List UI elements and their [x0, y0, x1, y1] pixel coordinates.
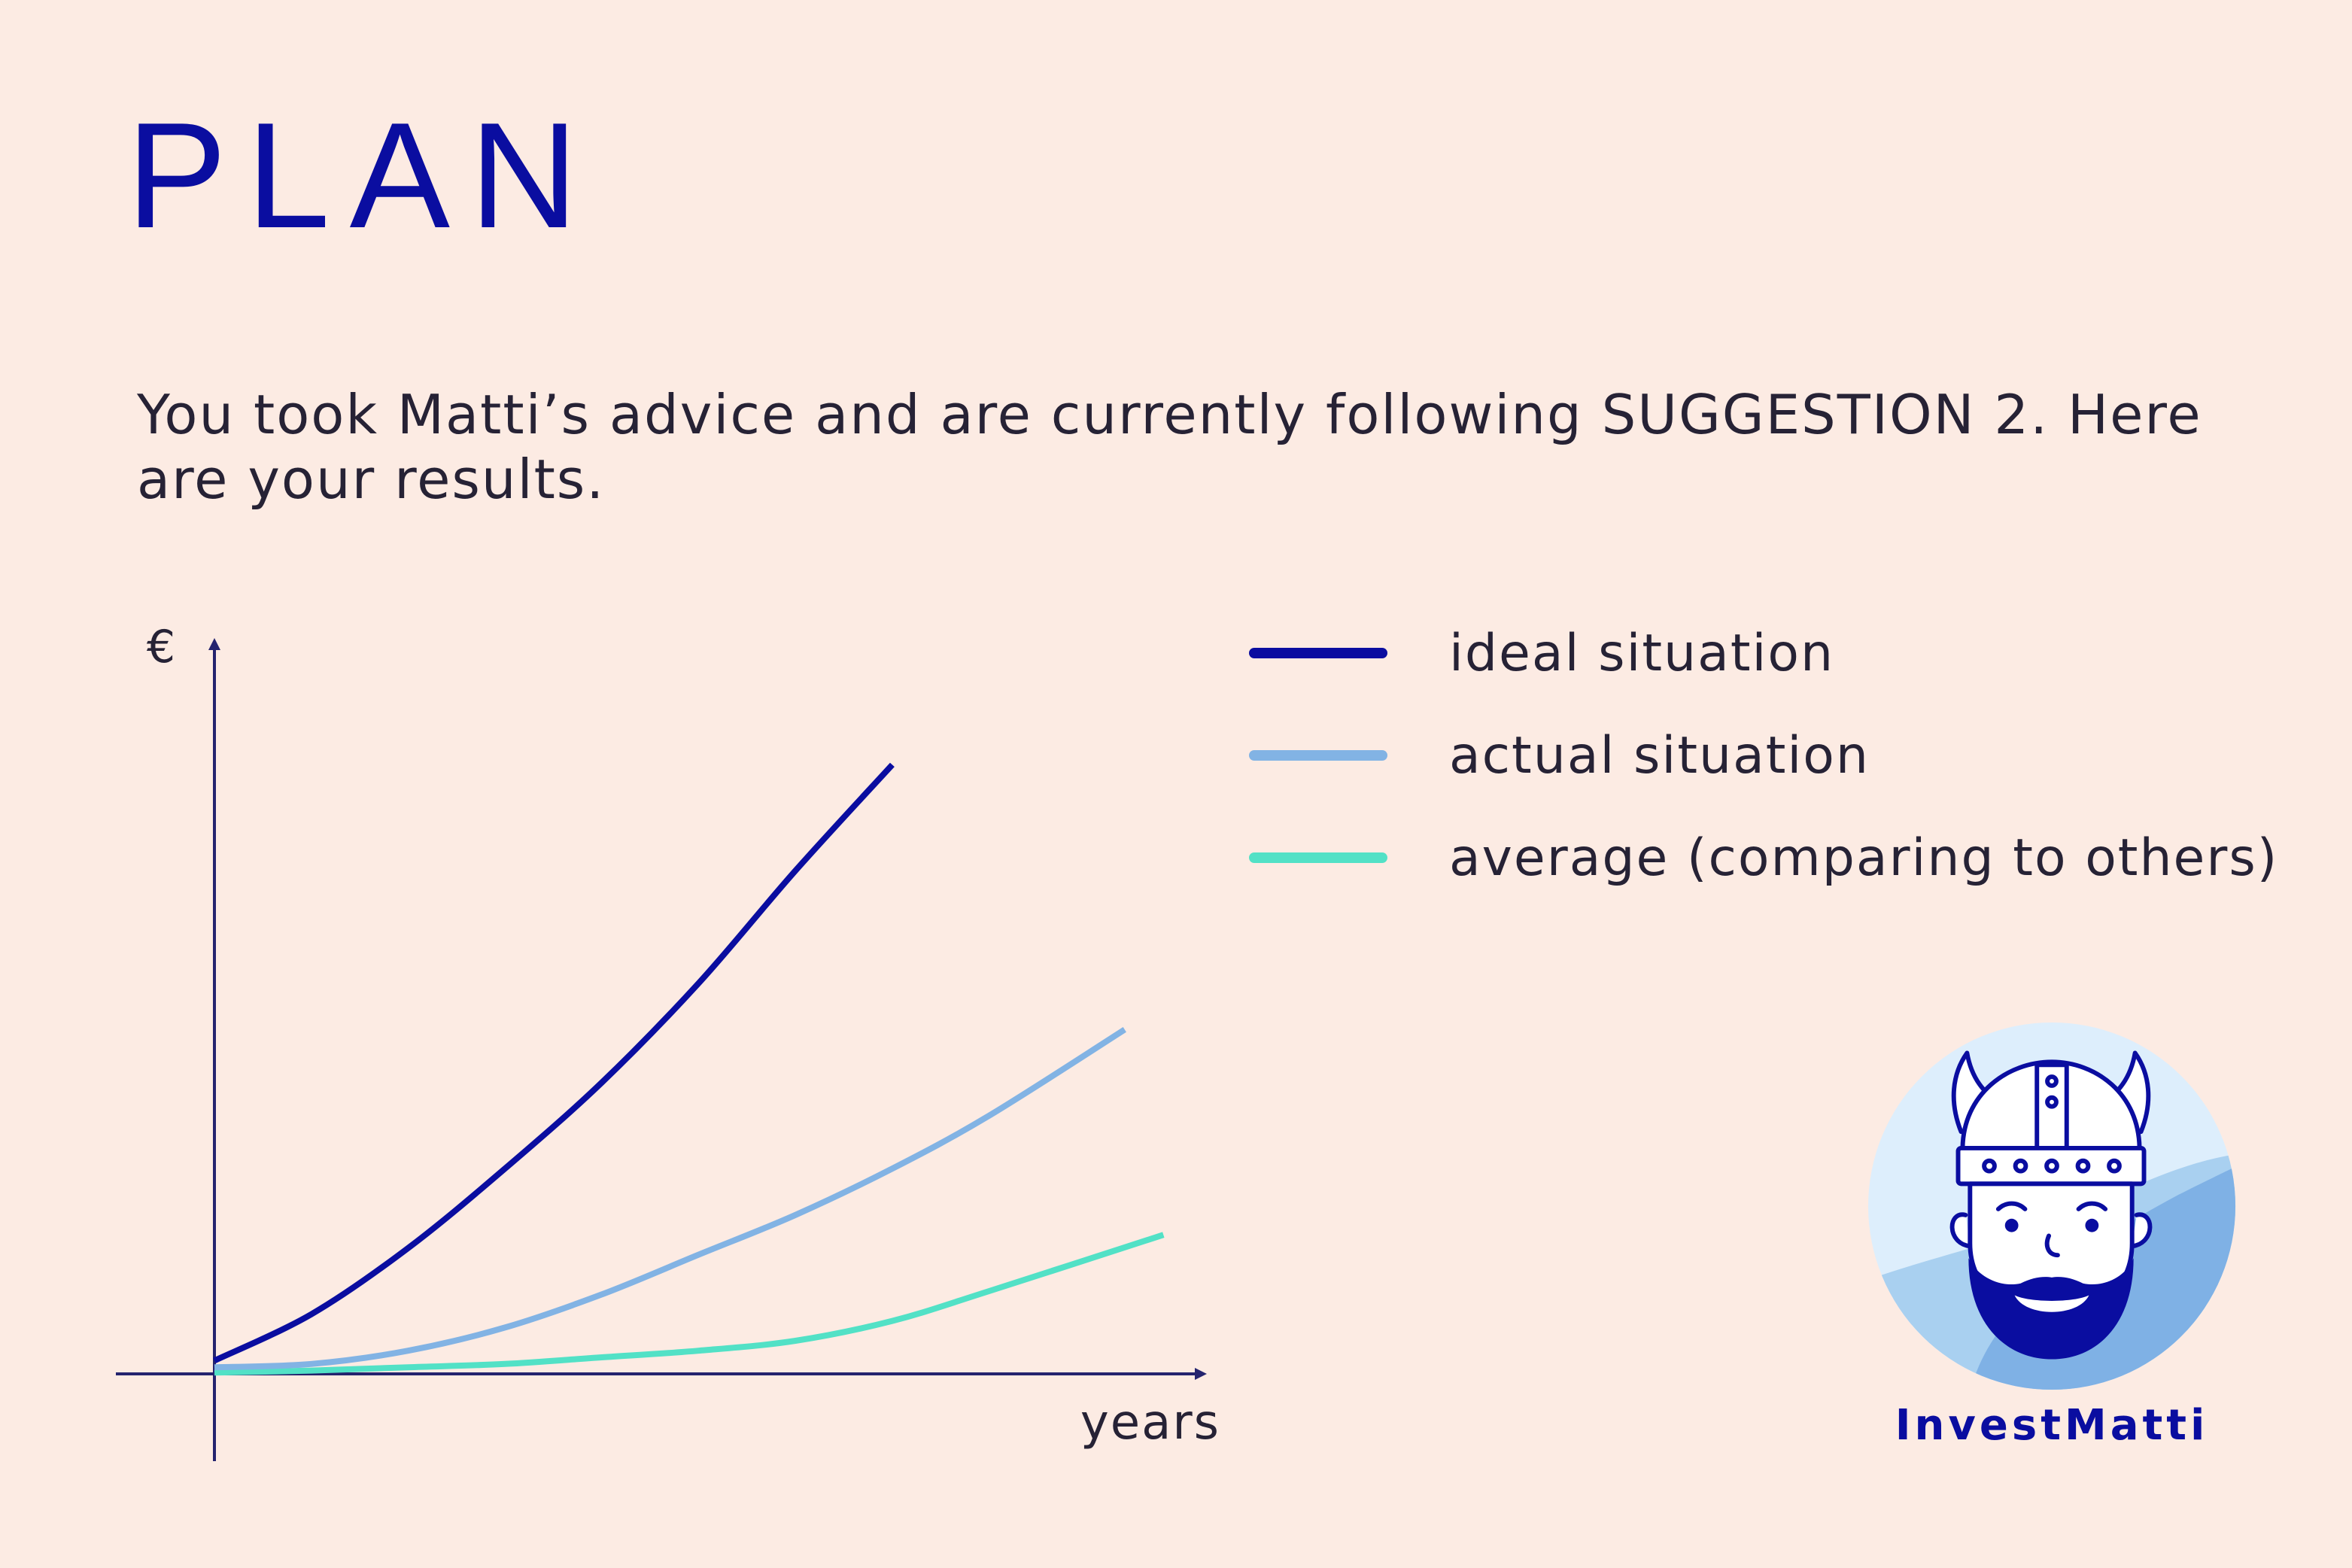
legend-item-average: average (comparing to others): [1249, 807, 2278, 909]
line-chart: € years: [116, 621, 1220, 1461]
legend-item-ideal: ideal situation: [1249, 602, 2278, 704]
legend-swatch-actual: [1249, 750, 1387, 761]
y-axis-label: €: [147, 621, 175, 673]
legend-label-actual: actual situation: [1449, 725, 1870, 786]
series-line-actual: [214, 1027, 1126, 1371]
x-axis-label: years: [1080, 1395, 1220, 1451]
legend-label-average: average (comparing to others): [1449, 828, 2279, 888]
series-line-average: [214, 1232, 1165, 1376]
viking-mascot-icon: [1867, 1022, 2236, 1390]
page-title: PLAN: [126, 92, 598, 260]
series-line-ideal: [213, 762, 895, 1364]
legend-item-actual: actual situation: [1249, 704, 2278, 807]
brand-name: InvestMatti: [1895, 1401, 2209, 1450]
intro-text: You took Matti’s advice and are currentl…: [137, 383, 2202, 511]
legend-swatch-ideal: [1249, 648, 1387, 658]
series-layer: [213, 762, 1165, 1376]
legend-swatch-average: [1249, 852, 1387, 863]
chart-legend: ideal situation actual situation average…: [1249, 602, 2278, 909]
legend-label-ideal: ideal situation: [1449, 623, 1835, 683]
